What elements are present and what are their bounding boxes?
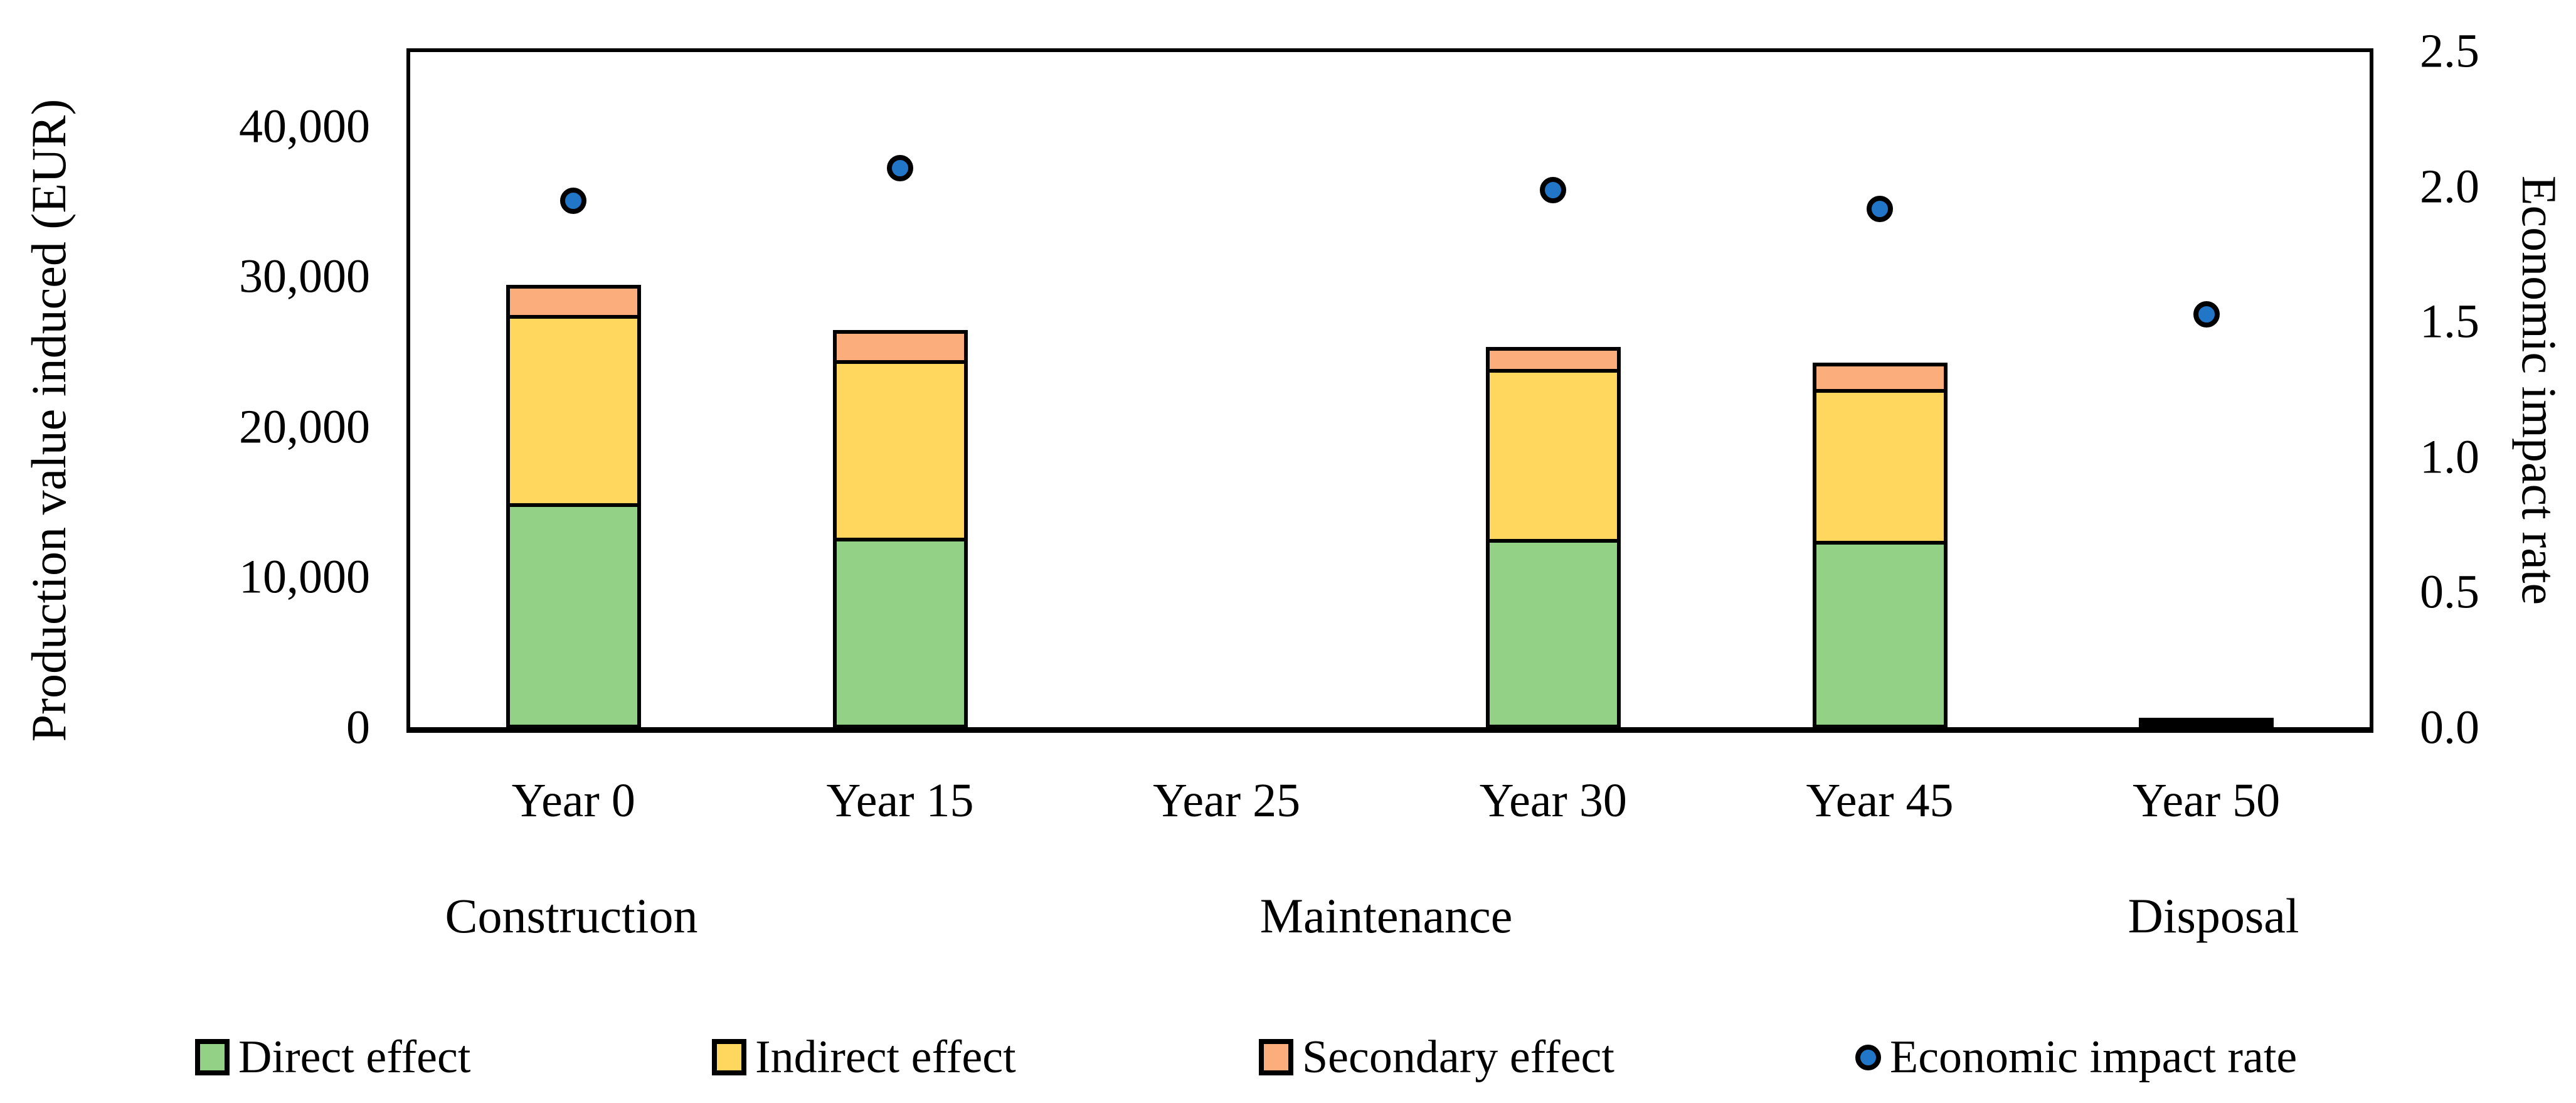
phase-label-disposal: Disposal xyxy=(2128,888,2299,943)
y-axis-tick-label: 20,000 xyxy=(239,400,370,454)
right-axis-tick-label: 0.5 xyxy=(2420,565,2479,619)
y-axis-tick-label: 40,000 xyxy=(239,100,370,153)
bar-segment-direct-effect xyxy=(832,537,968,728)
y-axis-tick-label: 10,000 xyxy=(239,550,370,604)
bar-segment-indirect-effect xyxy=(1485,369,1621,543)
legend-item-economic-impact-rate: Economic impact rate xyxy=(1855,1034,2297,1080)
x-axis-category-label: Year 25 xyxy=(1153,774,1301,827)
bar-segment-secondary-effect xyxy=(1812,362,1948,393)
x-axis-category-label: Year 0 xyxy=(511,774,635,827)
phase-label-maintenance: Maintenance xyxy=(1259,888,1513,943)
direct-effect-swatch-icon xyxy=(195,1039,230,1075)
secondary-effect-swatch-icon xyxy=(1259,1039,1293,1075)
y-axis-tick-label: 0 xyxy=(346,701,370,754)
x-axis-category-label: Year 45 xyxy=(1806,774,1954,827)
plot-area xyxy=(406,48,2373,733)
x-axis-category-label: Year 50 xyxy=(2133,774,2281,827)
bar-segment-direct-effect xyxy=(1485,539,1621,728)
scatter-point xyxy=(1540,176,1567,203)
scatter-point xyxy=(1867,196,1893,223)
legend-item-direct-effect: Direct effect xyxy=(195,1034,470,1080)
phase-label-construction: Construction xyxy=(445,888,698,943)
y-axis-tick-label: 30,000 xyxy=(239,250,370,303)
bar-segment-indirect-effect xyxy=(832,360,968,541)
scatter-point xyxy=(887,155,913,182)
right-axis-tick-label: 1.5 xyxy=(2420,295,2479,348)
x-axis-category-label: Year 30 xyxy=(1479,774,1627,827)
economic-impact-rate-dot-icon xyxy=(1855,1044,1881,1070)
right-axis-tick-label: 0.0 xyxy=(2420,701,2479,754)
x-axis-category-label: Year 15 xyxy=(826,774,974,827)
right-axis-title: Economic impact rate xyxy=(2512,175,2567,605)
scatter-point xyxy=(560,188,587,215)
scatter-point xyxy=(2193,301,2220,328)
bar-segment-direct-effect xyxy=(1812,540,1948,728)
bar-segment-secondary-effect xyxy=(506,285,641,319)
bar-segment-secondary-effect xyxy=(832,330,968,365)
legend-label: Direct effect xyxy=(238,1031,471,1083)
indirect-effect-swatch-icon xyxy=(712,1039,746,1075)
legend-item-indirect-effect: Indirect effect xyxy=(712,1034,1016,1080)
right-axis-tick-label: 2.0 xyxy=(2420,160,2479,213)
bar-segment-indirect-effect xyxy=(506,315,641,507)
legend-label: Indirect effect xyxy=(755,1031,1016,1083)
right-axis-tick-label: 1.0 xyxy=(2420,430,2479,484)
bar-segment-direct-effect xyxy=(506,503,641,728)
bar-segment-secondary-effect xyxy=(1485,346,1621,373)
left-axis-title: Production value induced (EUR) xyxy=(21,99,76,742)
legend-label: Economic impact rate xyxy=(1890,1031,2298,1083)
legend-label: Secondary effect xyxy=(1302,1031,1614,1083)
right-axis-tick-label: 2.5 xyxy=(2420,24,2479,78)
x-axis-line xyxy=(406,727,2373,733)
bar-segment-indirect-effect xyxy=(1812,388,1948,545)
legend-item-secondary-effect: Secondary effect xyxy=(1259,1034,1614,1080)
bar-segment-secondary-effect xyxy=(2139,718,2274,726)
